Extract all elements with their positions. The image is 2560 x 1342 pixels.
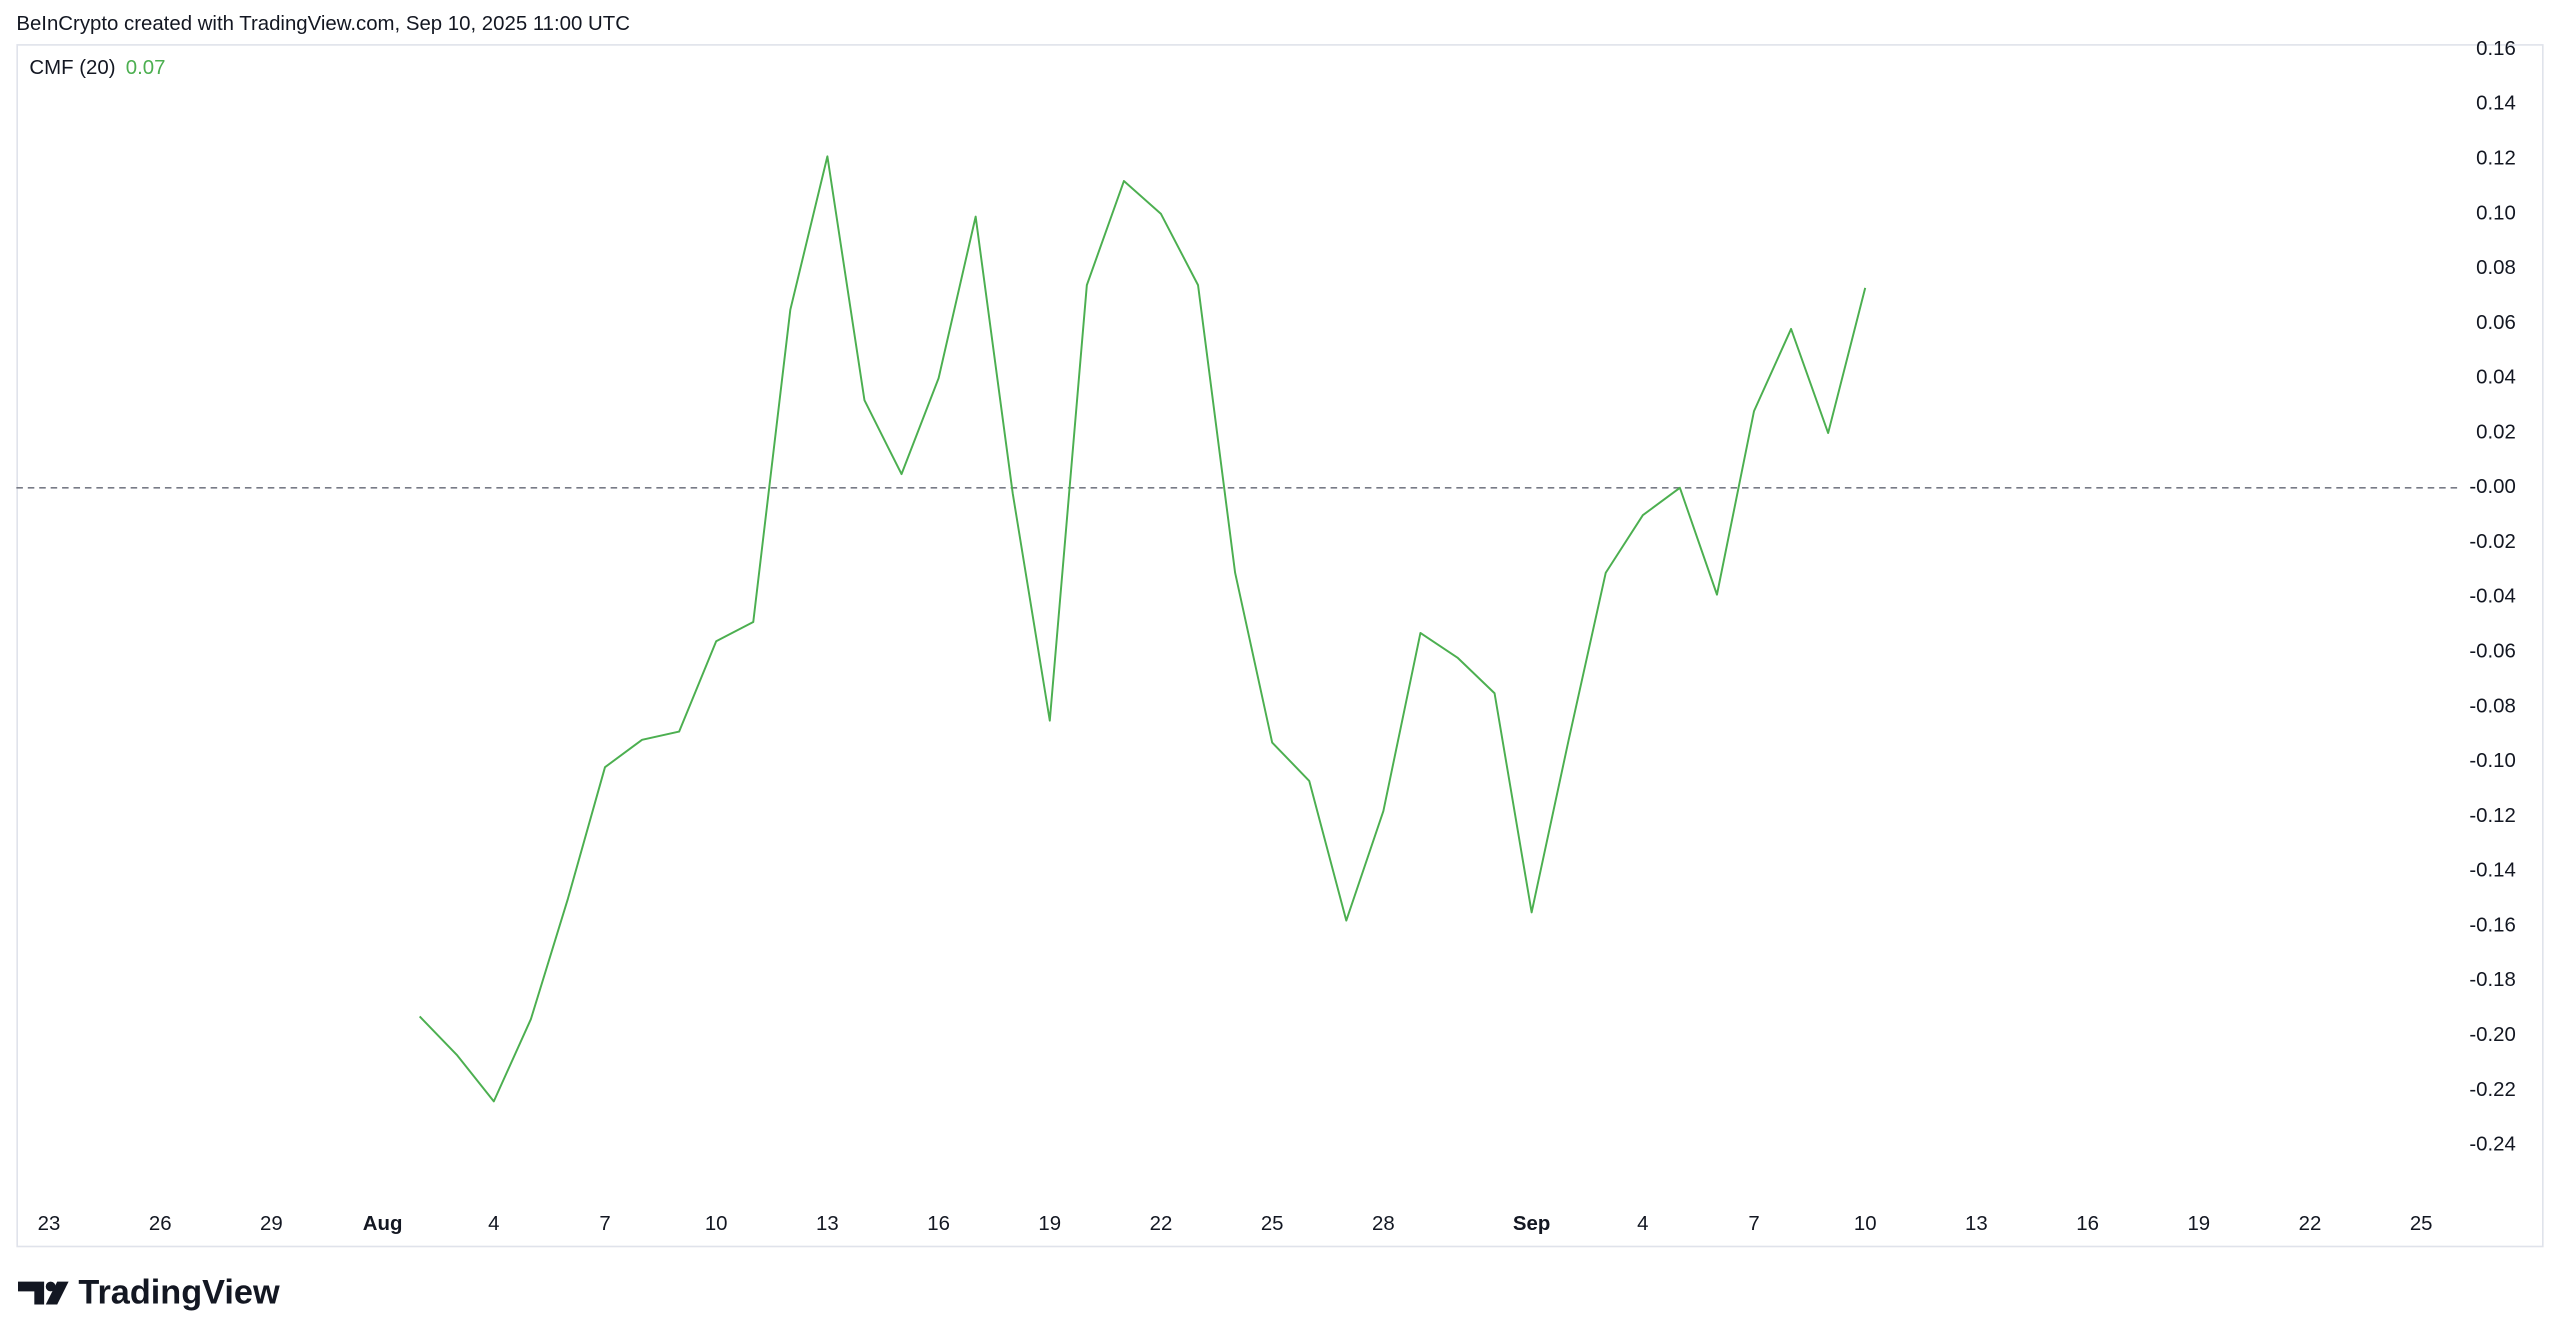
brand-logo: [17, 1281, 69, 1305]
y-tick-label: 0.16: [2476, 38, 2516, 60]
y-tick-label: -0.18: [2469, 969, 2515, 991]
x-tick-label: Aug: [363, 1213, 403, 1235]
y-tick-label: -0.08: [2469, 695, 2515, 717]
legend-value: 0.07: [126, 57, 166, 79]
x-tick-label: 10: [1854, 1213, 1877, 1235]
y-tick-label: -0.04: [2469, 586, 2515, 608]
x-tick-label: 22: [2299, 1213, 2322, 1235]
brand: TradingView: [78, 1274, 280, 1312]
x-tick-label: Sep: [1513, 1213, 1550, 1235]
y-tick-label: -0.06: [2469, 641, 2515, 663]
x-tick-label: 10: [705, 1213, 728, 1235]
x-tick-label: 22: [1150, 1213, 1173, 1235]
x-tick-label: 7: [599, 1213, 610, 1235]
y-tick-label: -0.00: [2469, 476, 2515, 498]
y-tick-label: -0.02: [2469, 531, 2515, 553]
y-tick-label: 0.14: [2476, 93, 2516, 115]
y-tick-label: 0.10: [2476, 202, 2516, 224]
y-tick-label: -0.10: [2469, 750, 2515, 772]
x-tick-label: 25: [2410, 1213, 2433, 1235]
x-tick-label: 19: [2187, 1213, 2210, 1235]
y-tick-label: 0.08: [2476, 257, 2516, 279]
x-tick-label: 13: [816, 1213, 839, 1235]
x-tick-label: 19: [1038, 1213, 1061, 1235]
y-tick-label: -0.14: [2469, 860, 2515, 882]
y-tick-label: 0.02: [2476, 421, 2516, 443]
y-tick-label: 0.06: [2476, 312, 2516, 334]
y-tick-label: -0.12: [2469, 805, 2515, 827]
y-tick-label: -0.24: [2469, 1134, 2515, 1156]
x-tick-label: 25: [1261, 1213, 1284, 1235]
x-tick-label: 23: [38, 1213, 61, 1235]
x-tick-label: 16: [927, 1213, 950, 1235]
x-tick-label: 7: [1748, 1213, 1759, 1235]
x-tick-label: 13: [1965, 1213, 1988, 1235]
x-tick-label: 26: [149, 1213, 172, 1235]
header: BeInCrypto created with TradingView.com,…: [16, 13, 630, 35]
x-tick-label: 4: [488, 1213, 499, 1235]
y-tick-label: -0.20: [2469, 1024, 2515, 1046]
x-tick-label: 4: [1637, 1213, 1648, 1235]
y-tick-label: -0.22: [2469, 1079, 2515, 1101]
x-tick-label: 29: [260, 1213, 283, 1235]
x-tick-label: 16: [2076, 1213, 2099, 1235]
legend-name: CMF (20): [29, 57, 115, 79]
y-tick-label: -0.16: [2469, 914, 2515, 936]
cmf-line: [418, 155, 1867, 1103]
pane-border: [16, 44, 2544, 1248]
y-tick-label: 0.04: [2476, 367, 2516, 389]
y-tick-label: 0.12: [2476, 148, 2516, 170]
x-tick-label: 28: [1372, 1213, 1395, 1235]
